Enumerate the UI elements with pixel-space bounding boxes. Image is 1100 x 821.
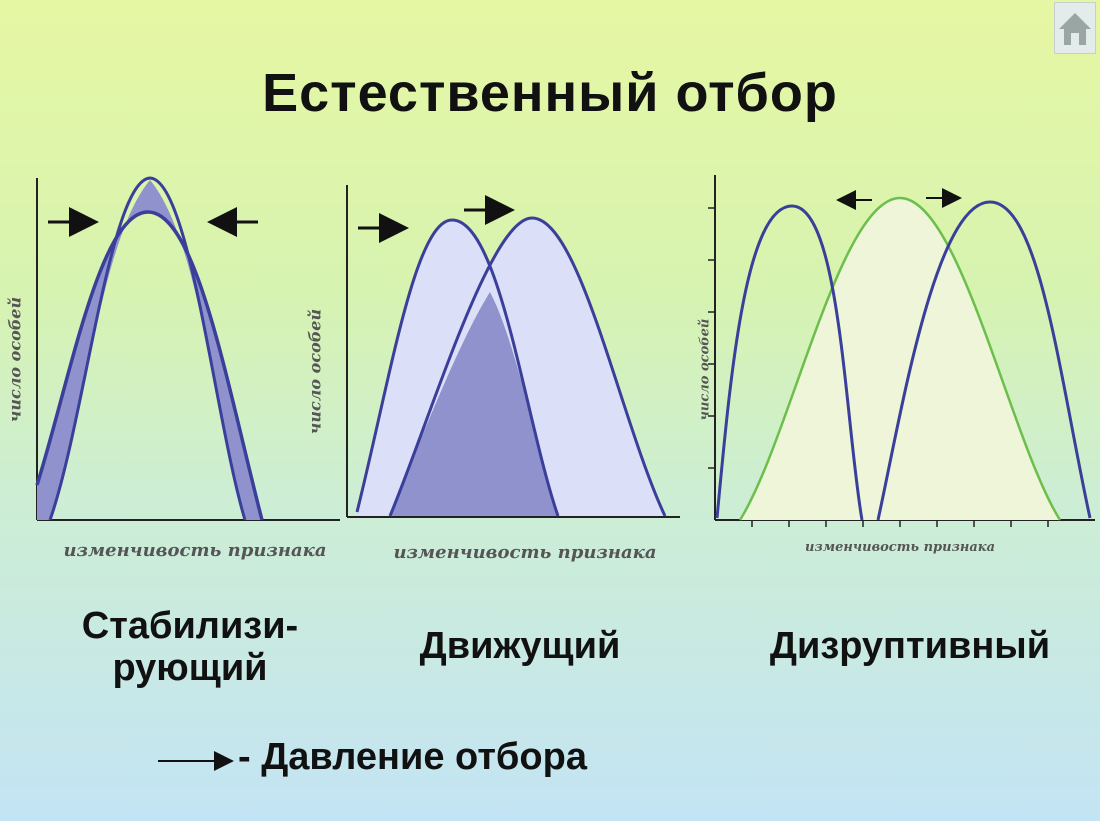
right-extreme-curve [876,200,1092,521]
legend-text: - Давление отбора [238,736,587,778]
overlap-region [390,292,558,516]
y-axis-label: число особей [305,308,325,435]
legend: - Давление отбора [238,736,587,779]
directional-type-label: Движущий [419,625,621,667]
x-axis-label: изменчивость признака [805,540,995,555]
home-button[interactable] [1054,2,1096,54]
y-axis-label: число особей [5,296,25,423]
x-axis-label: изменчивость признака [393,542,657,563]
x-ticks [751,520,1049,527]
original-distribution-curve [740,198,1060,520]
disruptive-type-label: Дизруптивный [769,625,1051,667]
y-axis-label: число особей [697,318,713,421]
stabilizing-type-label: Стабилизи- рующий [81,605,299,689]
narrow-distribution-curve [48,176,247,521]
home-icon [1059,13,1091,45]
page-title: Естественный отбор [262,63,838,123]
x-axis-label: изменчивость признака [63,540,327,561]
left-extreme-curve [715,204,864,521]
y-ticks [708,207,715,469]
